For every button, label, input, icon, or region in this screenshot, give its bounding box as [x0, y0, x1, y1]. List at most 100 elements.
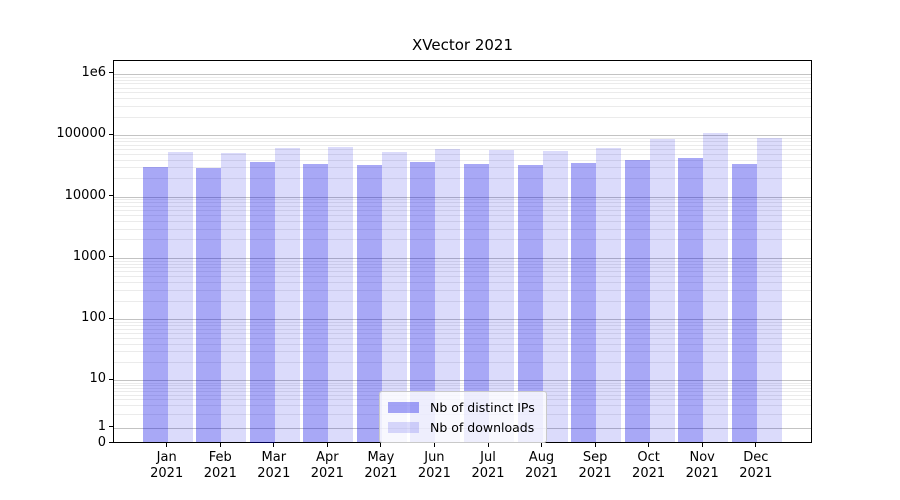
gridline-minor [114, 79, 811, 81]
gridline-minor [114, 153, 811, 155]
bar-downloads-mar [274, 147, 300, 443]
gridline-major [114, 319, 811, 321]
x-tick-mark [755, 443, 757, 447]
x-tick-label-month: Aug [528, 450, 555, 465]
x-tick-mark [433, 443, 435, 447]
gridline-minor [114, 144, 811, 146]
y-tick-label: 1e6 [81, 64, 106, 80]
gridline-minor [114, 215, 811, 216]
gridline-minor [114, 263, 811, 265]
gridline-major [114, 257, 811, 259]
x-tick-mark [594, 443, 596, 447]
chart-title: XVector 2021 [411, 36, 513, 54]
y-tick-mark [109, 256, 113, 258]
gridline-minor [114, 167, 811, 169]
bar-downloads-sep [596, 147, 622, 443]
x-tick-mark [541, 443, 542, 447]
bar-distinct-ips-sep [571, 162, 597, 443]
legend-swatch [388, 401, 419, 413]
gridline-minor [114, 220, 811, 222]
gridline-minor [114, 387, 811, 389]
gridline-minor [114, 289, 811, 291]
x-tick-mark [326, 443, 328, 447]
x-tick-label-year: 2021 [632, 466, 666, 481]
gridline-minor [114, 300, 811, 302]
bar-distinct-ips-feb [196, 167, 222, 443]
x-tick-label-year: 2021 [364, 466, 398, 481]
x-tick-label-month: Oct [637, 450, 660, 465]
gridline-major [114, 135, 811, 137]
gridline-minor [114, 138, 811, 139]
y-tick-mark [109, 442, 113, 444]
gridline-minor [114, 260, 811, 262]
y-tick-label: 0 [97, 434, 106, 450]
bar-downloads-nov [703, 133, 729, 443]
x-tick-label-month: Dec [743, 450, 769, 465]
legend-label: Nb of downloads [430, 419, 535, 435]
gridline-minor [114, 282, 811, 284]
gridline-minor [114, 332, 811, 334]
gridline-minor [114, 87, 811, 89]
y-tick-label: 1000 [72, 248, 106, 264]
x-tick-label-dec: Dec 2021 [728, 450, 784, 482]
x-tick-label-feb: Feb 2021 [192, 450, 248, 482]
y-tick-mark [109, 133, 113, 135]
y-tick-label: 100 [81, 310, 106, 326]
gridline-minor [114, 337, 811, 339]
x-tick-label-month: Nov [689, 450, 715, 465]
x-tick-label-jan: Jan 2021 [139, 450, 195, 482]
legend: Nb of distinct IPs Nb of downloads [379, 391, 547, 443]
gridline-minor [114, 276, 811, 278]
bar-downloads-oct [649, 138, 675, 443]
y-tick-label: 10000 [64, 187, 106, 203]
bar-distinct-ips-jan [142, 167, 168, 443]
y-tick-mark [109, 195, 113, 196]
gridline-minor [114, 385, 811, 386]
gridline-minor [114, 325, 811, 326]
gridline-minor [114, 83, 811, 85]
gridline-minor [114, 351, 811, 353]
x-tick-label-year: 2021 [417, 466, 451, 481]
x-tick-label-nov: Nov 2021 [674, 450, 730, 482]
x-tick-label-aug: Aug 2021 [514, 450, 570, 482]
bar-distinct-ips-mar [249, 162, 275, 443]
y-tick-mark [109, 378, 113, 380]
legend-swatch [388, 421, 419, 433]
gridline-minor [114, 321, 811, 323]
x-tick-mark [166, 443, 168, 447]
y-tick-mark [109, 317, 113, 319]
x-tick-label-sep: Sep 2021 [567, 450, 623, 482]
bar-downloads-dec [756, 137, 782, 443]
x-tick-label-mar: Mar 2021 [246, 450, 302, 482]
gridline-minor [114, 159, 811, 161]
bar-downloads-feb [221, 153, 247, 443]
x-tick-label-year: 2021 [471, 466, 505, 481]
x-tick-label-jul: Jul 2021 [460, 450, 516, 482]
gridline-major [114, 73, 811, 75]
gridline-minor [114, 239, 811, 241]
x-tick-label-year: 2021 [257, 466, 291, 481]
gridline-minor [114, 206, 811, 207]
gridline-minor [114, 382, 811, 384]
gridline-minor [114, 178, 811, 179]
gridline-major [114, 380, 811, 382]
x-tick-label-year: 2021 [203, 466, 237, 481]
gridline-minor [114, 76, 811, 78]
bar-distinct-ips-oct [624, 159, 650, 443]
y-tick-mark [109, 72, 113, 74]
gridline-major [114, 196, 811, 198]
gridline-minor [114, 116, 811, 118]
gridline-minor [114, 202, 811, 204]
plot-area [113, 60, 812, 443]
legend-entry-distinct-ips: Nb of distinct IPs [388, 397, 535, 417]
y-tick-label: 1 [97, 418, 106, 434]
x-tick-label-year: 2021 [685, 466, 719, 481]
gridline-minor [114, 328, 811, 330]
x-tick-mark [273, 443, 275, 447]
x-tick-label-month: Feb [208, 450, 232, 465]
gridline-minor [114, 343, 811, 345]
x-tick-label-month: Jul [480, 450, 496, 465]
x-tick-label-month: Apr [316, 450, 339, 465]
x-tick-mark [487, 443, 489, 447]
